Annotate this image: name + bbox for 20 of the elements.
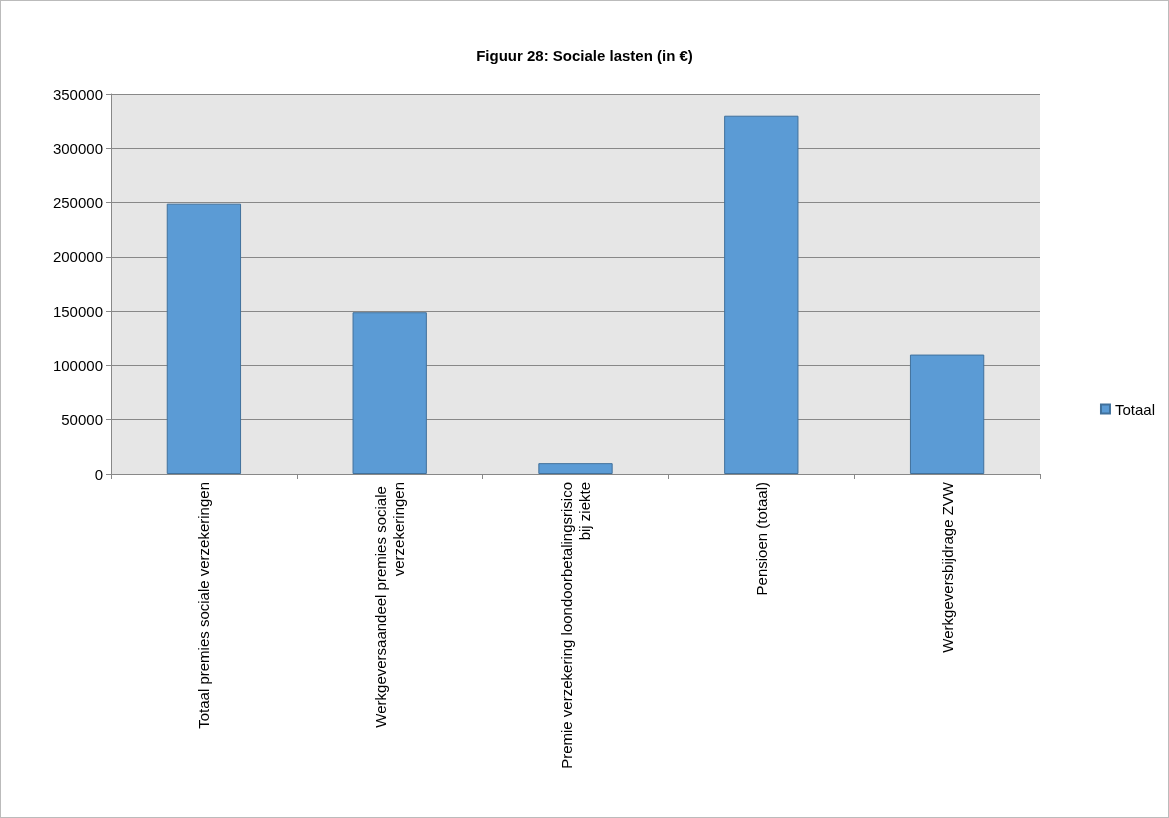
bar	[909, 354, 985, 474]
x-tick-label: Werkgeversaandeel premies sociale verzekeringen	[372, 482, 408, 728]
y-tick-label: 0	[94, 465, 103, 483]
y-tick-label: 100000	[52, 356, 103, 374]
bar	[724, 115, 799, 474]
x-tick-label: Premie verzekering loondoorbetalingsrisico bij ziekte	[558, 482, 593, 769]
y-tick-label: 300000	[52, 139, 103, 157]
y-tick-label: 250000	[52, 194, 103, 212]
y-tick-label: 150000	[52, 302, 103, 320]
bar	[166, 203, 242, 474]
y-tick-label: 350000	[52, 85, 103, 103]
legend-label: Totaal	[1114, 400, 1155, 418]
y-tick-label: 200000	[52, 248, 103, 266]
y-tick-label: 50000	[61, 411, 103, 429]
x-tick-label: Werkgeversbijdrage ZVW	[938, 481, 956, 653]
chart-title: Figuur 28: Sociale lasten (in €)	[476, 47, 693, 64]
bar	[352, 312, 427, 474]
x-tick-label: Pensioen (totaal)	[752, 482, 770, 596]
x-tick-label: Totaal premies sociale verzekeringen	[195, 482, 213, 729]
bar	[538, 463, 613, 474]
